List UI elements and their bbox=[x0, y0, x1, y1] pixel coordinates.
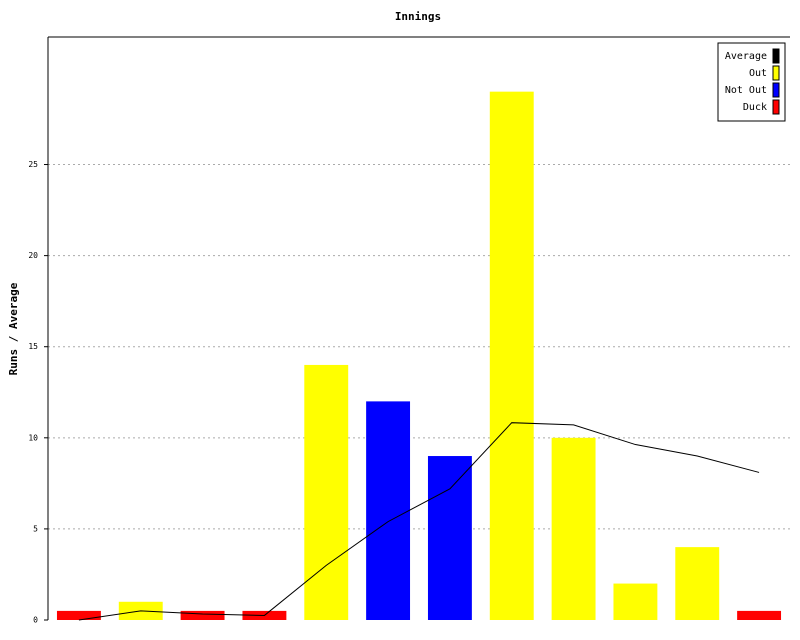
y-tick-label: 25 bbox=[28, 160, 38, 169]
legend-label: Out bbox=[749, 68, 767, 79]
legend-label: Not Out bbox=[725, 85, 767, 96]
bar bbox=[427, 456, 472, 620]
legend-swatch bbox=[772, 99, 780, 115]
y-tick-label: 0 bbox=[33, 616, 38, 625]
chart-title: Innings bbox=[395, 10, 441, 23]
y-axis-label: Runs / Average bbox=[7, 282, 20, 375]
legend-label: Average bbox=[725, 51, 767, 62]
bar bbox=[56, 610, 101, 620]
legend-swatch bbox=[772, 82, 780, 98]
bar bbox=[551, 437, 596, 620]
legend-label: Duck bbox=[743, 102, 767, 113]
average-line bbox=[78, 422, 760, 621]
bar bbox=[675, 547, 720, 620]
y-tick-label: 10 bbox=[28, 433, 38, 442]
bar bbox=[180, 610, 225, 620]
bar bbox=[737, 610, 782, 620]
bar bbox=[613, 583, 658, 620]
y-tick-label: 5 bbox=[33, 524, 38, 533]
y-tick-label: 20 bbox=[28, 251, 38, 260]
bar bbox=[304, 364, 349, 620]
y-tick-label: 15 bbox=[28, 342, 38, 351]
legend-swatch bbox=[772, 65, 780, 81]
bar bbox=[366, 401, 411, 620]
bar bbox=[489, 91, 534, 620]
legend-swatch bbox=[772, 48, 780, 64]
